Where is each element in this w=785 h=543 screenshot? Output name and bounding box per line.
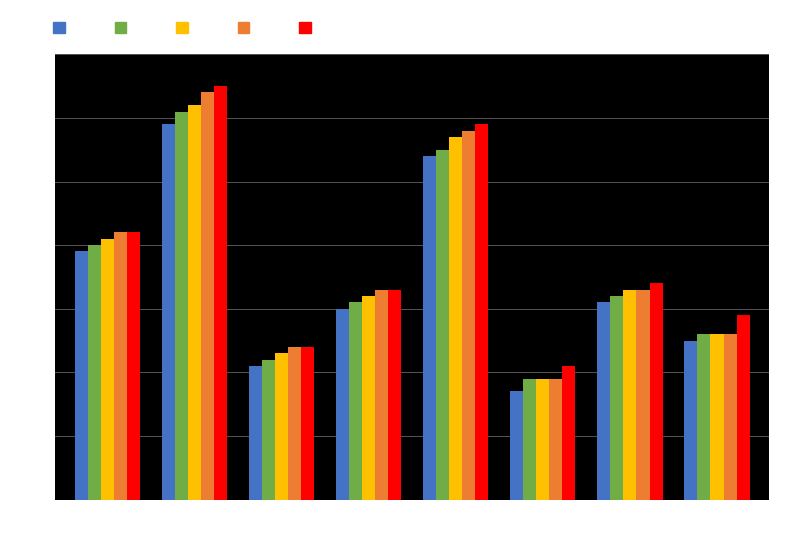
Text: Share of research articles featuring international collaboration: Share of research articles featuring int…: [69, 0, 612, 11]
Bar: [562, 366, 575, 500]
Bar: [623, 289, 637, 500]
Bar: [637, 289, 649, 500]
Bar: [710, 334, 724, 500]
Bar: [214, 86, 227, 500]
Bar: [288, 347, 301, 500]
Legend: 2016, 2017, 2018, 2019, 2020: 2016, 2017, 2018, 2019, 2020: [48, 16, 356, 40]
Bar: [100, 239, 114, 500]
Bar: [362, 296, 375, 500]
Bar: [188, 105, 201, 500]
Bar: [423, 156, 436, 500]
Bar: [175, 111, 188, 500]
Bar: [462, 131, 475, 500]
Bar: [736, 315, 750, 500]
Bar: [127, 232, 140, 500]
Bar: [649, 283, 663, 500]
Bar: [536, 378, 550, 500]
Bar: [685, 340, 697, 500]
Bar: [375, 289, 388, 500]
Bar: [510, 392, 523, 500]
Bar: [436, 150, 449, 500]
Bar: [162, 124, 175, 500]
Bar: [523, 378, 536, 500]
Bar: [201, 92, 214, 500]
Bar: [697, 334, 710, 500]
Bar: [610, 296, 623, 500]
Bar: [301, 347, 314, 500]
Bar: [249, 366, 262, 500]
Bar: [550, 378, 562, 500]
Bar: [262, 359, 275, 500]
Bar: [336, 309, 349, 500]
Bar: [388, 289, 401, 500]
Bar: [449, 137, 462, 500]
Bar: [724, 334, 736, 500]
Bar: [75, 251, 88, 500]
Bar: [349, 302, 362, 500]
Bar: [475, 124, 488, 500]
Bar: [88, 245, 100, 500]
Y-axis label: percentage: percentage: [13, 237, 26, 317]
Text: 70: 70: [0, 47, 9, 61]
Bar: [275, 353, 288, 500]
Bar: [114, 232, 127, 500]
Bar: [597, 302, 610, 500]
